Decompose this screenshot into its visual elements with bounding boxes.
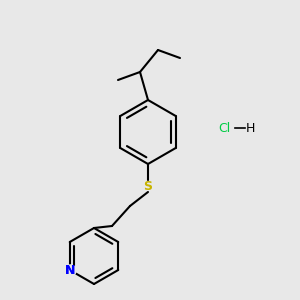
Text: Cl: Cl [218, 122, 230, 134]
Text: N: N [64, 263, 75, 277]
Text: S: S [143, 179, 152, 193]
Text: N: N [64, 263, 75, 277]
Text: H: H [246, 122, 255, 134]
